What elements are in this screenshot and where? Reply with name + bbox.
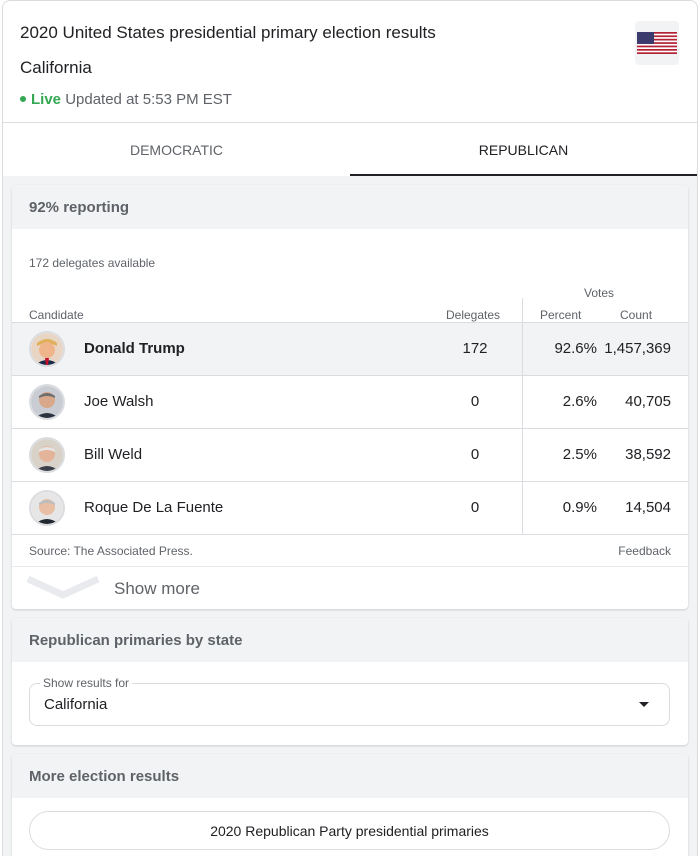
table-row[interactable]: Donald Trump 172 92.6% 1,457,369 — [12, 322, 688, 375]
source-row: Source: The Associated Press. Feedback — [12, 534, 688, 566]
updated-time: Updated at 5:53 PM EST — [65, 91, 232, 108]
show-more-label: Show more — [114, 579, 200, 598]
percent-column-header: Percent — [540, 308, 582, 322]
percent-value: 2.5% — [562, 446, 597, 463]
candidate-name: Joe Walsh — [84, 393, 154, 410]
candidate-column-header: Candidate — [29, 308, 84, 322]
delegates-value: 0 — [470, 393, 480, 410]
dropdown-caret-icon — [639, 702, 649, 707]
candidate-name: Donald Trump — [84, 340, 185, 357]
live-dot-icon — [20, 96, 26, 103]
state-select-label: Show results for — [40, 676, 133, 690]
percent-value: 2.6% — [562, 393, 597, 410]
us-flag-icon — [635, 21, 679, 65]
tab-democratic[interactable]: DEMOCRATIC — [129, 142, 224, 158]
candidate-name: Roque De La Fuente — [84, 499, 224, 516]
live-label: Live — [31, 91, 62, 108]
table-row[interactable]: Joe Walsh 0 2.6% 40,705 — [12, 375, 688, 428]
show-more-button[interactable]: Show more — [12, 566, 688, 609]
table-row[interactable]: Bill Weld 0 2.5% 38,592 — [12, 428, 688, 481]
chevron-down-icon — [26, 575, 100, 599]
results-panel: 92% reporting 172 delegates available Vo… — [12, 185, 688, 609]
votes-column-group-header: Votes — [584, 286, 615, 300]
delegates-value: 0 — [470, 499, 480, 516]
results-body: 92% reporting 172 delegates available Vo… — [3, 176, 697, 856]
state-select-value: California — [44, 696, 108, 713]
percent-value: 0.9% — [562, 499, 597, 516]
state-select[interactable]: Show results for California — [29, 676, 670, 726]
count-value: 1,457,369 — [604, 340, 671, 357]
avatar — [29, 384, 65, 420]
results-header: 2020 United States presidential primary … — [3, 1, 697, 123]
selected-tab-indicator — [350, 174, 697, 176]
percent-value: 92.6% — [554, 340, 597, 357]
more-results-heading: More election results — [12, 754, 688, 798]
page-title: 2020 United States presidential primary … — [20, 23, 436, 42]
live-status: Live Updated at 5:53 PM EST — [20, 91, 232, 108]
primaries-link-button[interactable]: 2020 Republican Party presidential prima… — [29, 811, 670, 850]
candidate-name: Bill Weld — [84, 446, 143, 463]
votes-column-divider — [522, 298, 523, 534]
avatar — [29, 437, 65, 473]
more-results-panel: More election results 2020 Republican Pa… — [12, 754, 688, 856]
delegates-value: 0 — [470, 446, 480, 463]
source-text: Source: The Associated Press. — [29, 544, 193, 558]
delegates-column-header: Delegates — [446, 308, 501, 322]
count-value: 14,504 — [625, 499, 671, 516]
delegates-value: 172 — [462, 340, 488, 357]
party-tabs: DEMOCRATIC REPUBLICAN — [3, 124, 697, 176]
feedback-link[interactable]: Feedback — [618, 544, 671, 558]
avatar — [29, 331, 65, 367]
table-row[interactable]: Roque De La Fuente 0 0.9% 14,504 — [12, 481, 688, 534]
state-subtitle: California — [20, 58, 92, 77]
state-results-panel: Republican primaries by state Show resul… — [12, 618, 688, 745]
count-value: 40,705 — [625, 393, 671, 410]
by-state-heading: Republican primaries by state — [12, 618, 688, 662]
avatar — [29, 490, 65, 526]
reporting-heading: 92% reporting — [12, 185, 688, 229]
delegates-available: 172 delegates available — [29, 256, 156, 270]
count-value: 38,592 — [625, 446, 671, 463]
tab-republican[interactable]: REPUBLICAN — [478, 142, 569, 158]
count-column-header: Count — [620, 308, 653, 322]
